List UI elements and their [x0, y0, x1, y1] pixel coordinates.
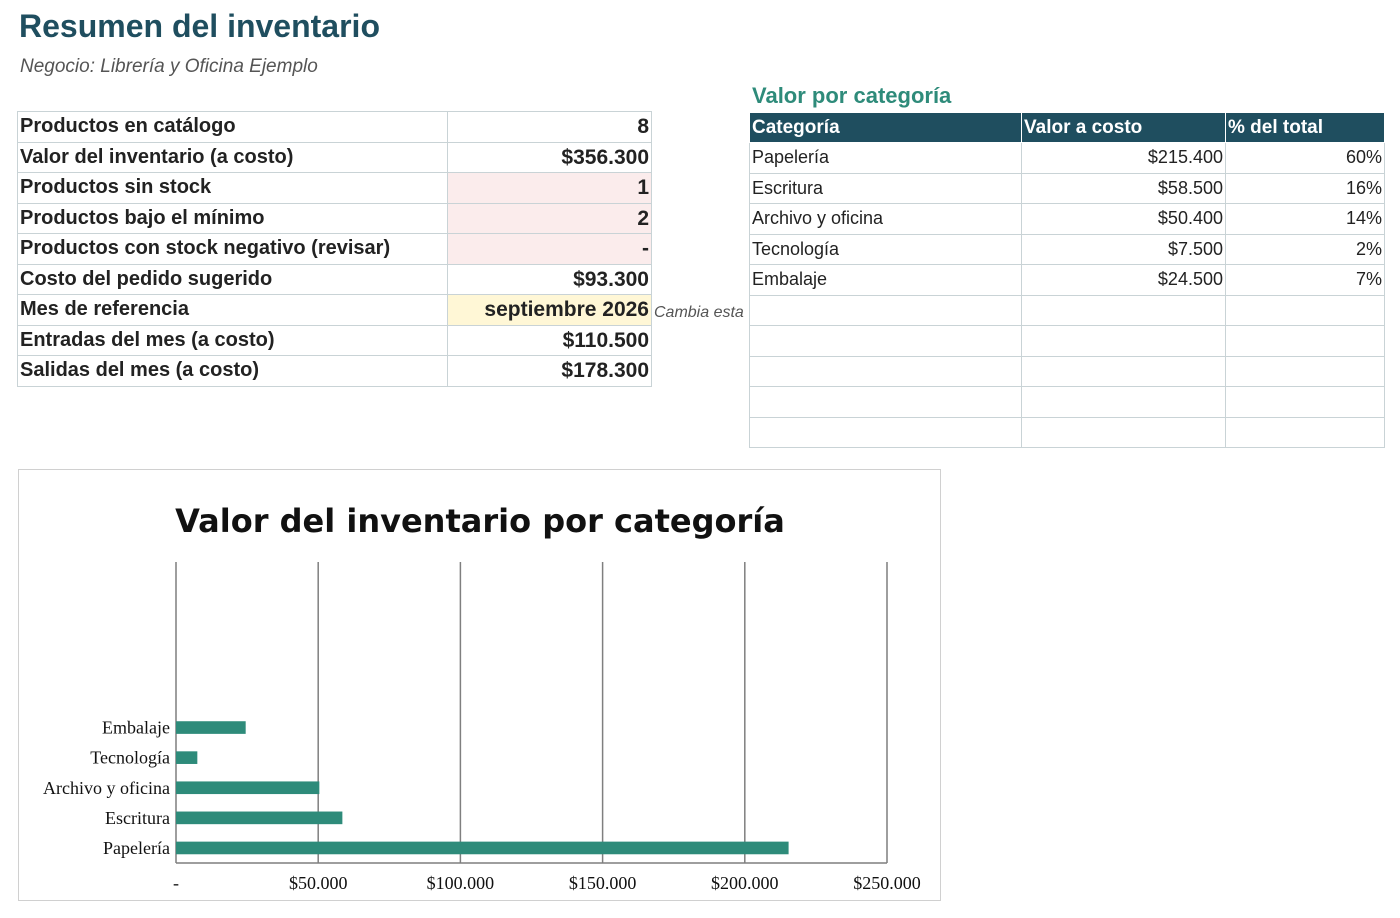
- category-name-cell[interactable]: [749, 355, 1022, 387]
- summary-value[interactable]: $93.300: [447, 263, 652, 295]
- category-value-cell[interactable]: $7.500: [1021, 233, 1226, 265]
- category-value-cell[interactable]: $215.400: [1021, 142, 1226, 174]
- category-percent-cell[interactable]: 7%: [1225, 264, 1385, 296]
- summary-label[interactable]: Salidas del mes (a costo): [17, 355, 448, 387]
- category-value-cell[interactable]: [1021, 416, 1226, 448]
- column-header-cost-value[interactable]: Valor a costo: [1021, 112, 1226, 143]
- summary-value[interactable]: $356.300: [447, 141, 652, 173]
- x-tick-label: $100.000: [427, 873, 495, 893]
- summary-row: Salidas del mes (a costo) $178.300: [17, 355, 652, 387]
- category-name-cell[interactable]: Tecnología: [749, 233, 1022, 265]
- category-name-cell[interactable]: Archivo y oficina: [749, 203, 1022, 235]
- category-percent-cell[interactable]: [1225, 325, 1385, 357]
- x-tick-label: -: [173, 873, 179, 893]
- bar[interactable]: [176, 751, 198, 764]
- category-table-header-row: Categoría Valor a costo % del total: [749, 112, 1385, 143]
- category-name-cell[interactable]: Papelería: [749, 142, 1022, 174]
- category-value-cell[interactable]: [1021, 386, 1226, 418]
- summary-value[interactable]: $178.300: [447, 355, 652, 387]
- category-row: [749, 416, 1385, 448]
- category-label: Papelería: [103, 838, 170, 858]
- summary-row: Productos bajo el mínimo 2: [17, 202, 652, 234]
- summary-label[interactable]: Productos con stock negativo (revisar): [17, 233, 448, 265]
- category-percent-cell[interactable]: [1225, 294, 1385, 326]
- bar[interactable]: [176, 811, 343, 825]
- category-label: Tecnología: [90, 748, 170, 768]
- category-percent-cell[interactable]: 2%: [1225, 233, 1385, 265]
- category-percent-cell[interactable]: [1225, 355, 1385, 387]
- category-percent-cell[interactable]: [1225, 386, 1385, 418]
- summary-value[interactable]: -: [447, 233, 652, 265]
- summary-row: Productos en catálogo 8: [17, 111, 652, 143]
- summary-row: Costo del pedido sugerido $93.300: [17, 263, 652, 295]
- summary-row: Productos con stock negativo (revisar) -: [17, 233, 652, 265]
- category-table-title: Valor por categoría: [752, 83, 952, 108]
- category-row: Embalaje $24.500 7%: [749, 264, 1385, 296]
- summary-label[interactable]: Valor del inventario (a costo): [17, 141, 448, 173]
- category-value-cell[interactable]: $58.500: [1021, 172, 1226, 204]
- summary-row: Productos sin stock 1: [17, 172, 652, 204]
- category-value-cell[interactable]: [1021, 325, 1226, 357]
- category-percent-cell[interactable]: 60%: [1225, 142, 1385, 174]
- summary-row: Valor del inventario (a costo) $356.300: [17, 141, 652, 173]
- summary-label[interactable]: Costo del pedido sugerido: [17, 263, 448, 295]
- summary-label[interactable]: Productos en catálogo: [17, 111, 448, 143]
- bar[interactable]: [176, 841, 789, 855]
- inventory-chart-svg: Valor del inventario por categoría - $50.0…: [43, 502, 921, 893]
- summary-table: Productos en catálogo 8 Valor del inventar…: [17, 111, 652, 387]
- category-label: Escritura: [105, 808, 170, 828]
- x-tick-label: $50.000: [289, 873, 348, 893]
- chart-title: Valor del inventario por categoría: [175, 502, 785, 540]
- category-name-cell[interactable]: [749, 325, 1022, 357]
- category-row: Tecnología $7.500 2%: [749, 233, 1385, 265]
- category-row: Escritura $58.500 16%: [749, 172, 1385, 204]
- category-name-cell[interactable]: Escritura: [749, 172, 1022, 204]
- summary-row: Mes de referencia septiembre 2026: [17, 294, 652, 326]
- page-title: Resumen del inventario: [19, 8, 380, 44]
- column-header-percent[interactable]: % del total: [1225, 112, 1385, 143]
- x-tick-label: $250.000: [853, 873, 921, 893]
- category-percent-cell[interactable]: 16%: [1225, 172, 1385, 204]
- category-percent-cell[interactable]: 14%: [1225, 203, 1385, 235]
- bar[interactable]: [176, 781, 320, 795]
- category-value-cell[interactable]: $24.500: [1021, 264, 1226, 296]
- business-subtitle: Negocio: Librería y Oficina Ejemplo: [20, 56, 318, 77]
- bar[interactable]: [176, 721, 246, 734]
- summary-label[interactable]: Productos bajo el mínimo: [17, 202, 448, 234]
- summary-value[interactable]: $110.500: [447, 324, 652, 356]
- category-name-cell[interactable]: [749, 416, 1022, 448]
- summary-label[interactable]: Entradas del mes (a costo): [17, 324, 448, 356]
- x-tick-label: $150.000: [569, 873, 637, 893]
- category-row: Archivo y oficina $50.400 14%: [749, 203, 1385, 235]
- reference-month-note: Cambia esta: [654, 304, 744, 321]
- category-label: Embalaje: [102, 718, 170, 738]
- category-row: [749, 386, 1385, 418]
- summary-value[interactable]: 8: [447, 111, 652, 143]
- category-row: Papelería $215.400 60%: [749, 142, 1385, 174]
- reference-month-input[interactable]: septiembre 2026: [447, 294, 652, 326]
- x-tick-label: $200.000: [711, 873, 779, 893]
- category-row: [749, 294, 1385, 326]
- category-row: [749, 355, 1385, 387]
- summary-label[interactable]: Productos sin stock: [17, 172, 448, 204]
- summary-row: Entradas del mes (a costo) $110.500: [17, 324, 652, 356]
- category-name-cell[interactable]: Embalaje: [749, 264, 1022, 296]
- summary-label[interactable]: Mes de referencia: [17, 294, 448, 326]
- column-header-category[interactable]: Categoría: [749, 112, 1022, 143]
- category-value-cell[interactable]: [1021, 294, 1226, 326]
- category-label: Archivo y oficina: [43, 778, 170, 798]
- category-row: [749, 325, 1385, 357]
- summary-value[interactable]: 1: [447, 172, 652, 204]
- category-value-cell[interactable]: [1021, 355, 1226, 387]
- category-value-cell[interactable]: $50.400: [1021, 203, 1226, 235]
- category-name-cell[interactable]: [749, 294, 1022, 326]
- category-name-cell[interactable]: [749, 386, 1022, 418]
- category-percent-cell[interactable]: [1225, 416, 1385, 448]
- summary-value[interactable]: 2: [447, 202, 652, 234]
- category-table: Categoría Valor a costo % del total Pape…: [749, 112, 1385, 448]
- inventory-chart[interactable]: Valor del inventario por categoría - $50.0…: [18, 469, 941, 901]
